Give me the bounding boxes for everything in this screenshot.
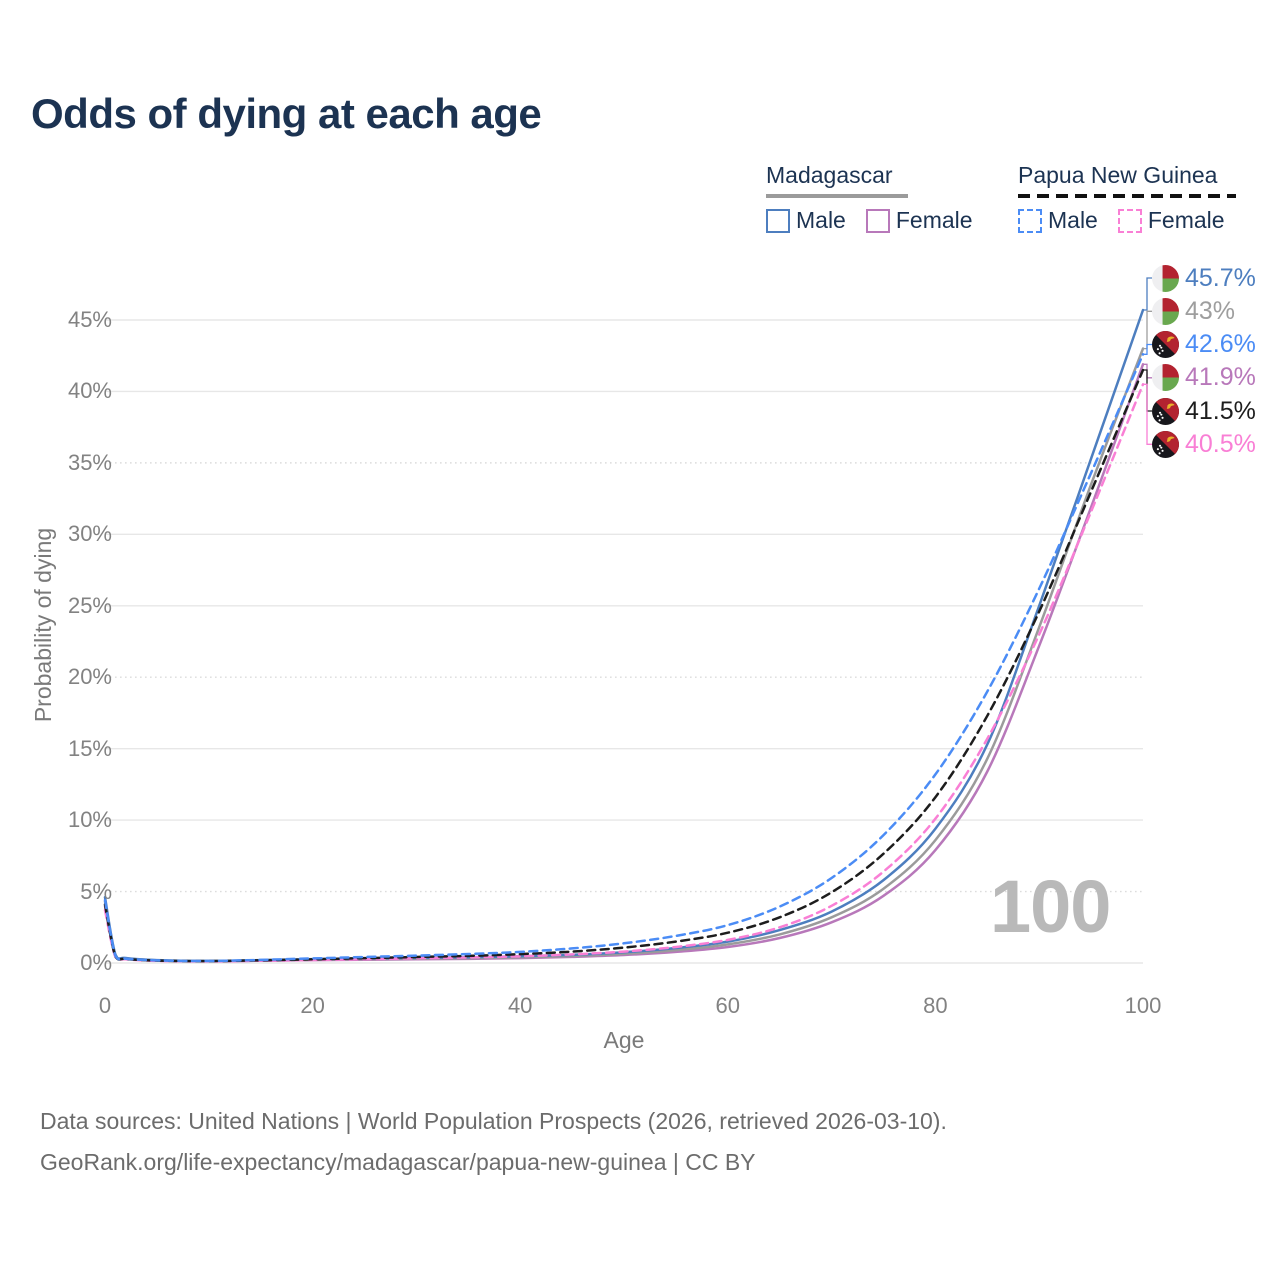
papua-new-guinea-flag-icon: [1152, 430, 1179, 458]
madagascar-female-checkbox[interactable]: [865, 208, 890, 233]
papua-new-guinea-flag-icon: [1152, 331, 1179, 358]
x-tick-label: 80: [923, 993, 948, 1018]
end-label-value: 41.5%: [1185, 396, 1256, 425]
legend-item-madagascar-male[interactable]: Male: [766, 207, 846, 234]
x-tick-label: 100: [1124, 993, 1162, 1018]
end-label-value: 43%: [1185, 296, 1236, 325]
y-tick-label: 25%: [67, 592, 112, 618]
papua-new-guinea-dashed-line-swatch: [1018, 194, 1236, 198]
footer-data-sources: Data sources: United Nations | World Pop…: [40, 1108, 947, 1134]
end-label-connector: [1143, 277, 1152, 311]
legend-item-papua-new-guinea-male[interactable]: Male: [1018, 207, 1098, 234]
madagascar-solid-line-swatch: [766, 194, 908, 198]
papua-new-guinea-flag-icon: [1152, 397, 1179, 425]
end-label-value: 45.7%: [1185, 263, 1256, 292]
end-label-mg-female: 41.9%: [1152, 363, 1256, 392]
legend-group-papua-new-guinea: Papua New Guinea Male Female: [1018, 162, 1236, 234]
series-line-pg-female: [103, 383, 1145, 963]
legend-label: Male: [1048, 207, 1098, 233]
series-line-pg-both: [103, 368, 1145, 963]
y-tick-label: 5%: [80, 878, 112, 904]
x-tick-label: 60: [715, 993, 741, 1018]
legend-label: Female: [1147, 207, 1225, 233]
end-label-connector: [1143, 383, 1152, 445]
y-tick-label: 20%: [67, 664, 112, 690]
end-label-mg-male: 45.7%: [1152, 264, 1256, 292]
end-label-pg-male: 42.6%: [1152, 330, 1256, 359]
y-tick-label: 0%: [80, 950, 112, 975]
footer-attribution: GeoRank.org/life-expectancy/madagascar/p…: [40, 1149, 756, 1175]
madagascar-flag-icon: [1152, 297, 1179, 325]
y-tick-label: 10%: [67, 807, 112, 833]
end-label-connector: [1143, 343, 1152, 355]
end-label-value: 41.9%: [1185, 363, 1256, 392]
legend-item-madagascar-female[interactable]: Female: [865, 207, 973, 234]
madagascar-flag-icon: [1152, 364, 1179, 392]
end-label-pg-female: 40.5%: [1152, 430, 1256, 458]
legend-label: Female: [895, 207, 973, 233]
legend-country-madagascar: Madagascar: [766, 162, 893, 188]
series-line-mg-female: [103, 363, 1145, 963]
legend-group-madagascar: Madagascar Male Female: [766, 162, 973, 234]
end-label-value: 40.5%: [1185, 429, 1256, 458]
madagascar-flag-icon: [1152, 264, 1179, 292]
end-label-value: 42.6%: [1185, 330, 1256, 358]
papua-new-guinea-female-checkbox[interactable]: [1117, 208, 1142, 233]
papua-new-guinea-male-checkbox[interactable]: [1018, 208, 1042, 233]
y-tick-label: 30%: [67, 521, 112, 547]
page-title: Odds of dying at each age: [31, 90, 542, 137]
end-label-mg-both: 43%: [1152, 297, 1235, 325]
x-tick-label: 40: [507, 993, 533, 1018]
y-tick-label: 45%: [67, 306, 112, 332]
age-counter-watermark: 100: [990, 865, 1111, 948]
series-line-pg-male: [103, 353, 1145, 963]
legend-item-papua-new-guinea-female[interactable]: Female: [1117, 207, 1225, 234]
y-tick-label: 35%: [67, 449, 112, 475]
y-axis-title: Probability of dying: [30, 527, 56, 723]
x-tick-label: 0: [98, 993, 112, 1018]
x-axis-title: Age: [603, 1027, 645, 1053]
madagascar-male-checkbox[interactable]: [766, 208, 790, 233]
y-tick-label: 40%: [67, 378, 112, 404]
end-label-pg-both: 41.5%: [1152, 397, 1256, 425]
legend-label: Male: [796, 207, 846, 233]
x-tick-label: 20: [300, 993, 325, 1018]
series-line-mg-male: [103, 308, 1145, 963]
series-line-mg-both: [103, 347, 1145, 963]
end-label-connector: [1143, 310, 1152, 350]
y-tick-label: 15%: [67, 735, 112, 761]
legend-country-papua-new-guinea: Papua New Guinea: [1018, 162, 1218, 188]
